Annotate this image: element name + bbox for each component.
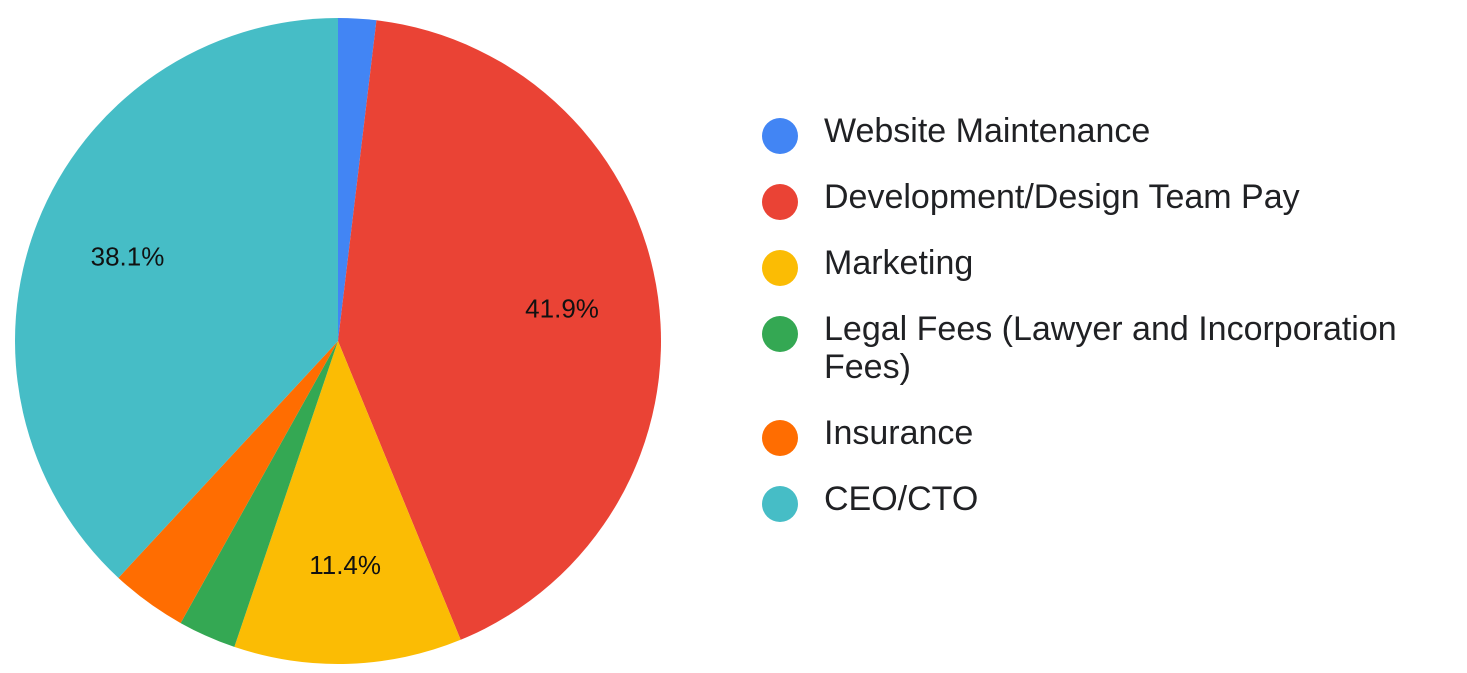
legend-swatch-icon	[762, 118, 798, 154]
legend-swatch-icon	[762, 184, 798, 220]
legend-item-insurance: Insurance	[760, 414, 1460, 452]
legend-label: Marketing	[824, 244, 1464, 282]
legend-swatch-icon	[762, 486, 798, 522]
legend-item-legal-fees-lawyer-and-incorporation-fees: Legal Fees (Lawyer and Incorporation Fee…	[760, 310, 1460, 386]
legend-swatch-icon	[762, 420, 798, 456]
slice-data-label-ceo-cto: 38.1%	[91, 241, 165, 271]
legend: Website Maintenance Development/Design Te…	[760, 112, 1460, 546]
pie-plot-area: 41.9% 11.4% 38.1%	[0, 0, 700, 673]
legend-label: Development/Design Team Pay	[824, 178, 1464, 216]
legend-label: CEO/CTO	[824, 480, 1464, 518]
legend-swatch-icon	[762, 316, 798, 352]
slice-data-label-marketing: 11.4%	[309, 550, 381, 580]
legend-label: Website Maintenance	[824, 112, 1464, 150]
legend-item-website-maintenance: Website Maintenance	[760, 112, 1460, 150]
legend-item-development-design-team-pay: Development/Design Team Pay	[760, 178, 1460, 216]
legend-label: Insurance	[824, 414, 1464, 452]
slice-data-label-development-design-team-pay: 41.9%	[525, 293, 599, 323]
legend-item-ceo-cto: CEO/CTO	[760, 480, 1460, 518]
legend-swatch-icon	[762, 250, 798, 286]
legend-label: Legal Fees (Lawyer and Incorporation Fee…	[824, 310, 1464, 386]
legend-item-marketing: Marketing	[760, 244, 1460, 282]
